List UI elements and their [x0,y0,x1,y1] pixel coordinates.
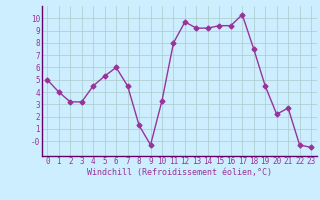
X-axis label: Windchill (Refroidissement éolien,°C): Windchill (Refroidissement éolien,°C) [87,168,272,177]
